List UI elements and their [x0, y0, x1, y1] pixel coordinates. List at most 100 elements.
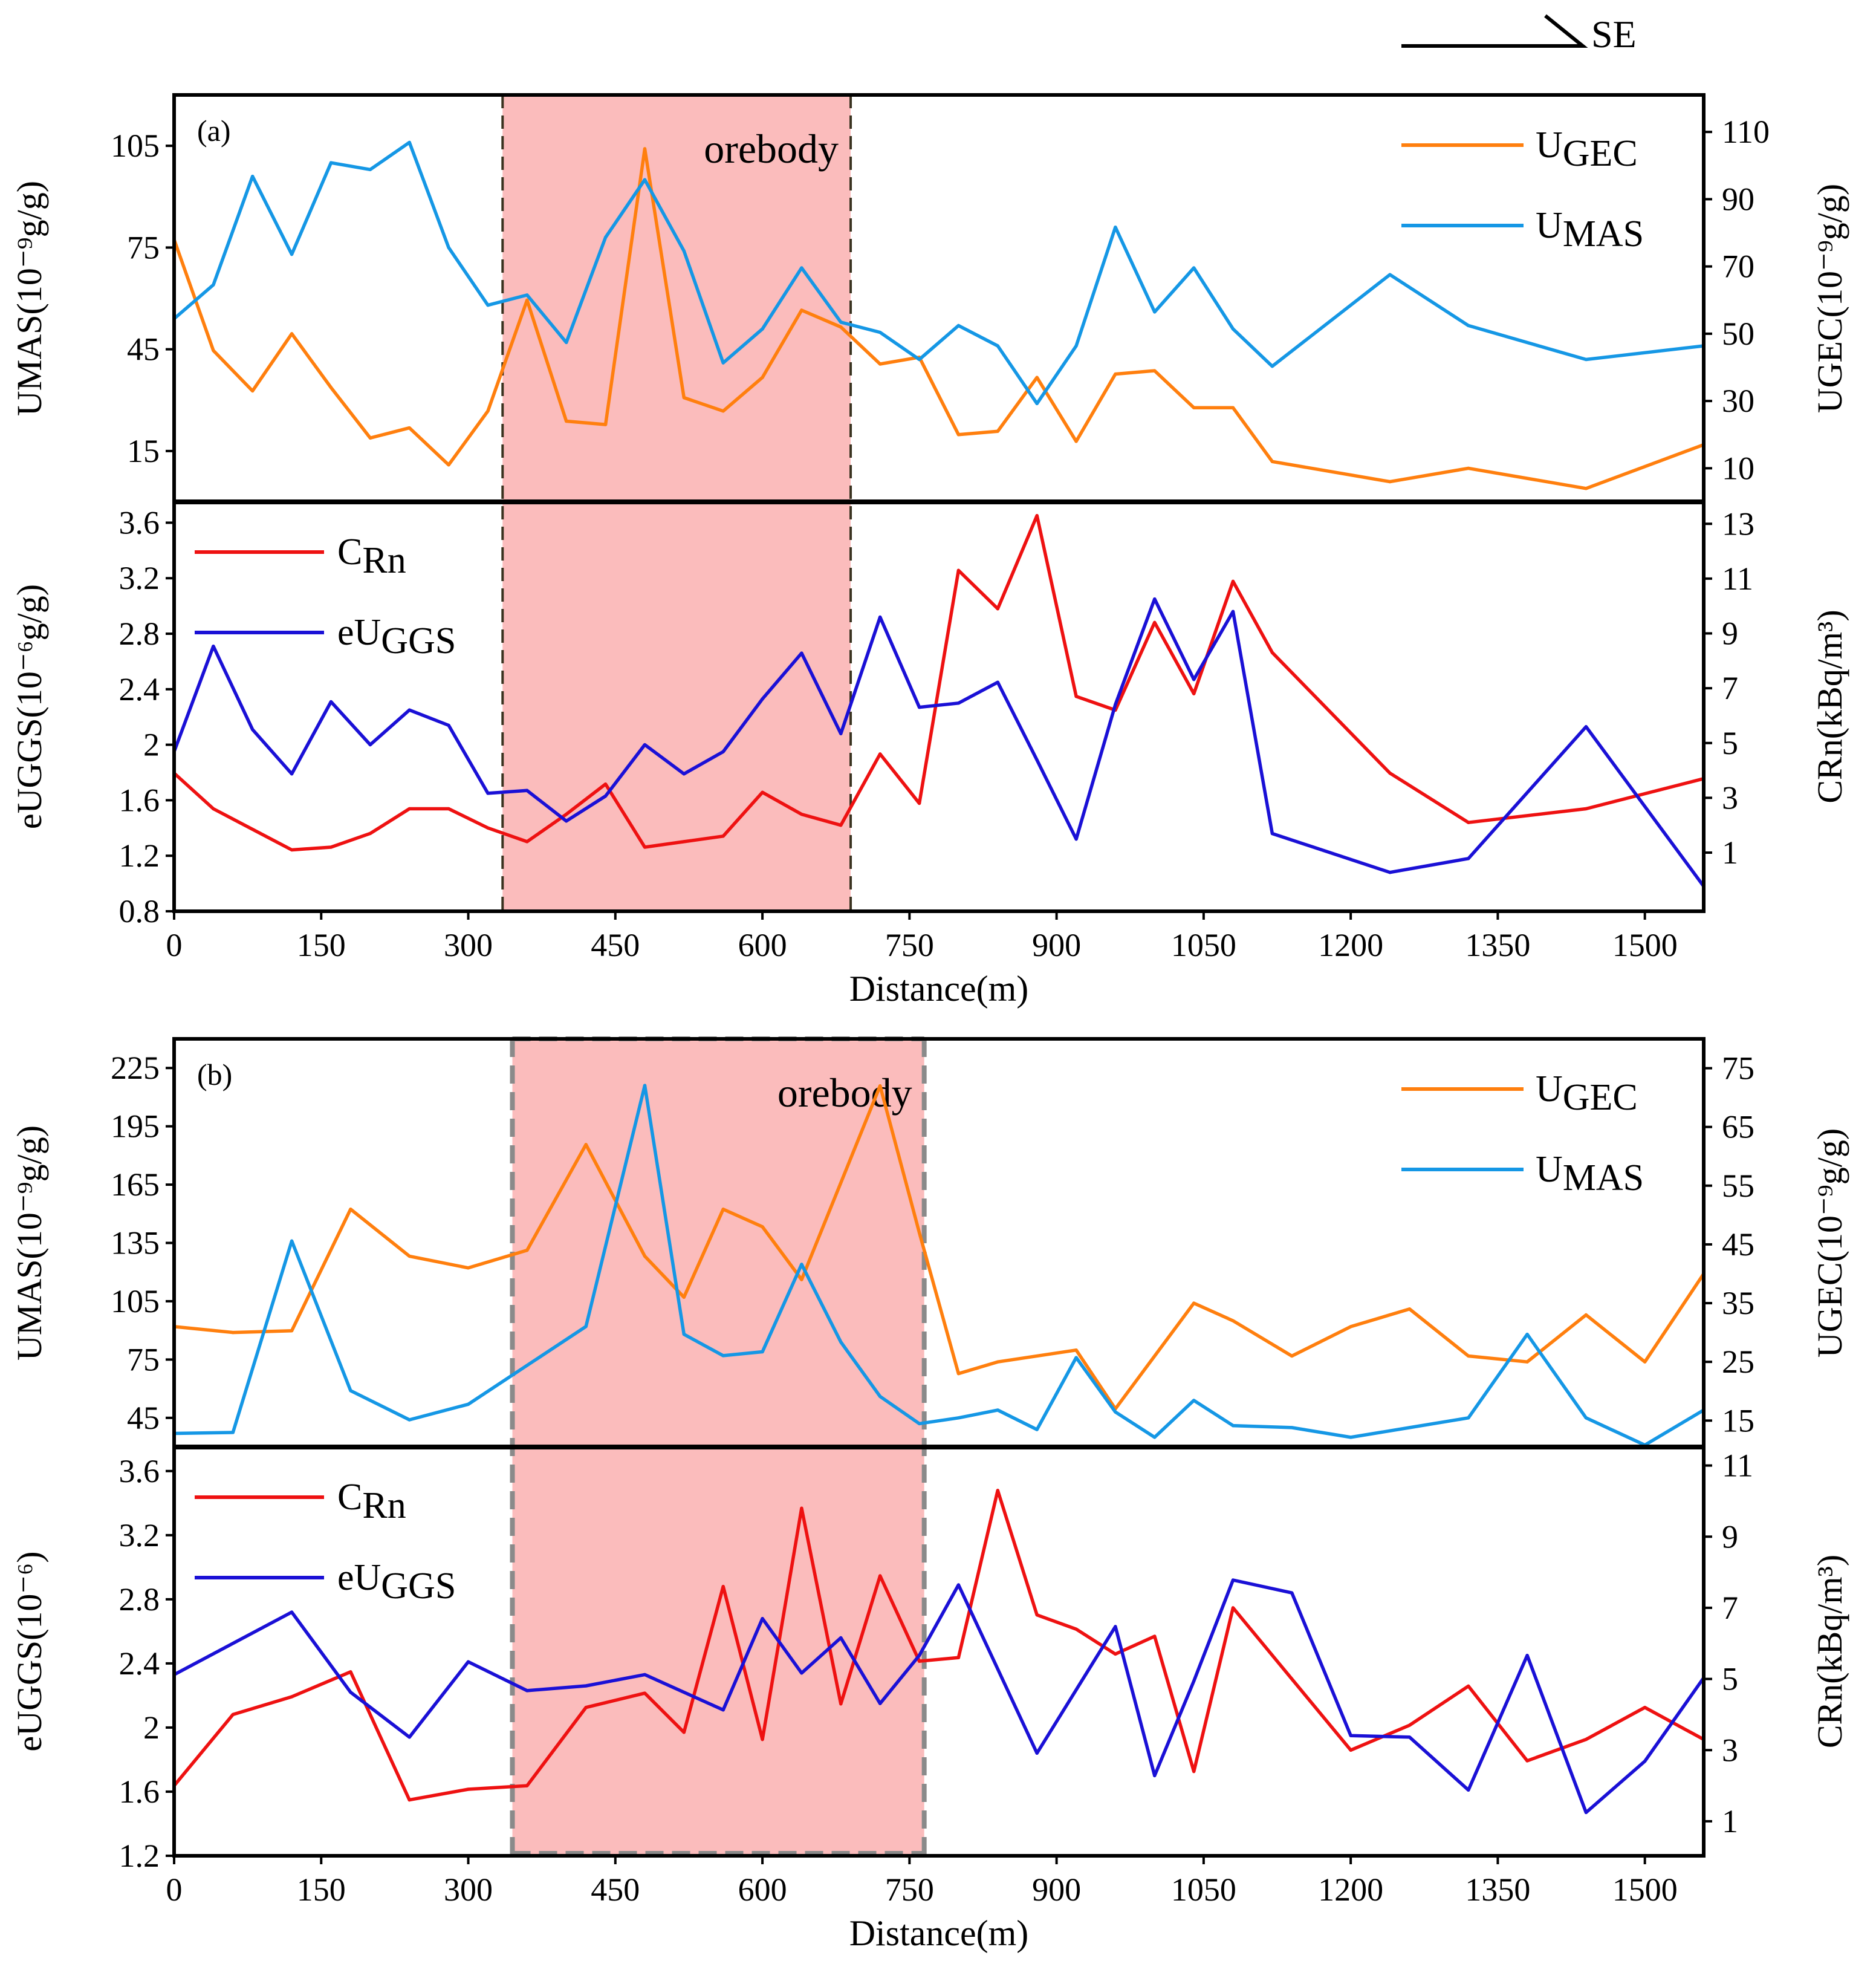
- upper-right-tick-label: 10: [1722, 450, 1754, 486]
- data-point-euggs: [584, 1684, 588, 1688]
- legend-label-crn: CRn: [337, 1477, 406, 1526]
- data-point-euggs: [800, 1671, 803, 1675]
- data-point-ugec: [329, 386, 333, 389]
- data-point-euggs: [1035, 758, 1039, 762]
- data-point-ugec: [1349, 1325, 1352, 1328]
- data-point-crn: [1074, 695, 1078, 698]
- x-tick-label: 300: [444, 927, 493, 963]
- data-point-crn: [878, 752, 882, 756]
- data-point-euggs: [251, 727, 255, 731]
- orebody-annotation: orebody: [704, 126, 839, 172]
- data-point-umas: [584, 1325, 588, 1328]
- upper-right-tick-label: 55: [1722, 1168, 1754, 1204]
- data-point-umas: [329, 161, 333, 164]
- lower-left-tick-label: 1.2: [119, 1838, 160, 1874]
- data-point-umas: [1192, 266, 1196, 270]
- data-point-umas: [1074, 1356, 1078, 1359]
- data-point-crn: [917, 1659, 921, 1663]
- data-point-euggs: [1074, 837, 1078, 841]
- data-point-ugec: [1153, 369, 1157, 372]
- data-point-umas: [565, 340, 568, 345]
- data-point-umas: [1114, 226, 1117, 229]
- data-point-ugec: [996, 429, 999, 433]
- data-point-euggs: [643, 1673, 647, 1677]
- x-tick-label: 750: [885, 927, 934, 963]
- data-point-umas: [1270, 365, 1274, 368]
- data-point-ugec: [251, 389, 255, 393]
- data-point-crn: [1467, 821, 1470, 824]
- data-point-ugec: [1114, 372, 1117, 376]
- data-point-crn: [682, 1731, 686, 1734]
- lower-left-tick-label: 3.2: [119, 1517, 160, 1553]
- upper-left-tick-label: 225: [111, 1050, 160, 1086]
- data-point-euggs: [643, 743, 647, 747]
- data-point-euggs: [682, 772, 686, 776]
- data-point-ugec: [1231, 406, 1235, 409]
- x-tick-label: 1350: [1465, 1872, 1530, 1908]
- data-point-euggs: [1584, 1810, 1588, 1815]
- data-point-ugec: [682, 1295, 686, 1299]
- data-point-ugec: [643, 1254, 647, 1258]
- data-point-crn: [1349, 1748, 1352, 1752]
- legend-label-ugec: UGEC: [1536, 125, 1638, 174]
- data-point-crn: [800, 1506, 803, 1510]
- data-point-umas: [996, 1408, 999, 1412]
- data-point-ugec: [721, 409, 725, 413]
- data-point-umas: [682, 1332, 686, 1336]
- data-point-ugec: [290, 1329, 294, 1333]
- data-point-ugec: [878, 1084, 882, 1088]
- data-point-umas: [1467, 324, 1470, 327]
- data-point-ugec: [1290, 1354, 1294, 1358]
- data-point-crn: [1114, 1652, 1117, 1656]
- data-point-ugec: [800, 308, 803, 312]
- legend-label-euggs: eUGGS: [337, 612, 456, 662]
- data-point-euggs: [447, 723, 450, 727]
- upper-left-tick-label: 75: [127, 1341, 160, 1377]
- data-point-crn: [996, 1489, 999, 1492]
- lower-left-tick-label: 2: [143, 1709, 160, 1746]
- series-line-euggs: [173, 1578, 1706, 1815]
- data-point-euggs: [1407, 1735, 1412, 1739]
- data-point-crn: [1074, 1627, 1078, 1631]
- data-point-umas: [486, 304, 490, 307]
- upper-right-axis-title: UGEC(10⁻⁹g/g): [1810, 1128, 1849, 1358]
- data-point-umas: [800, 266, 803, 270]
- data-point-ugec: [1231, 1319, 1235, 1322]
- lower-right-tick-label: 1: [1722, 834, 1738, 871]
- data-point-euggs: [761, 697, 764, 701]
- data-point-umas: [878, 330, 882, 334]
- x-tick-label: 1050: [1171, 1872, 1236, 1908]
- lower-right-axis-title: CRn(kBq/m³): [1810, 1555, 1849, 1748]
- data-point-crn: [368, 831, 372, 835]
- data-point-crn: [643, 845, 647, 849]
- data-point-ugec: [1584, 1313, 1588, 1317]
- lower-left-tick-label: 3.6: [119, 504, 160, 541]
- data-point-euggs: [603, 794, 608, 798]
- upper-right-tick-label: 30: [1722, 383, 1754, 419]
- legend-label-umas: UMAS: [1536, 205, 1644, 255]
- x-tick-label: 1050: [1171, 927, 1236, 963]
- x-tick-label: 1500: [1612, 927, 1678, 963]
- data-point-euggs: [721, 750, 725, 753]
- data-point-ugec: [231, 1331, 235, 1335]
- lower-right-tick-label: 1: [1722, 1803, 1738, 1839]
- data-point-euggs: [721, 1708, 725, 1712]
- data-point-umas: [878, 1394, 882, 1399]
- data-point-ugec: [525, 298, 529, 302]
- data-point-euggs: [1192, 678, 1196, 681]
- lower-right-tick-label: 3: [1722, 779, 1738, 816]
- data-point-ugec: [290, 332, 294, 336]
- upper-right-tick-label: 35: [1722, 1285, 1754, 1321]
- lower-left-tick-label: 1.6: [119, 1774, 160, 1810]
- data-point-crn: [956, 1656, 961, 1659]
- data-point-euggs: [1035, 1751, 1039, 1755]
- data-point-crn: [407, 807, 411, 811]
- lower-left-tick-label: 2.4: [119, 671, 160, 707]
- data-point-euggs: [1270, 831, 1274, 836]
- x-tick-label: 450: [591, 1872, 640, 1908]
- data-point-euggs: [878, 615, 882, 619]
- upper-right-axis-title: UGEC(10⁻⁹g/g): [1810, 184, 1849, 413]
- lower-right-tick-label: 7: [1722, 1590, 1738, 1626]
- data-point-umas: [603, 235, 608, 239]
- upper-right-tick-label: 65: [1722, 1109, 1754, 1145]
